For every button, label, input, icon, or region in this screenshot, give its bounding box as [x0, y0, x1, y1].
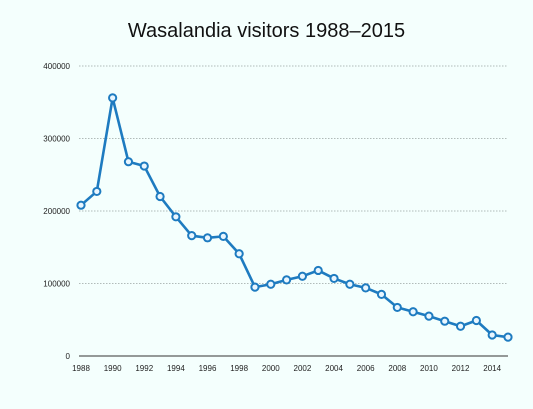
data-point — [281, 275, 292, 285]
data-point — [234, 249, 244, 259]
data-point — [487, 330, 497, 340]
data-point — [297, 271, 308, 281]
x-tick-label: 1998 — [230, 364, 248, 373]
data-point — [218, 231, 228, 241]
x-tick-label: 2000 — [262, 364, 280, 373]
y-tick-label: 400000 — [43, 62, 70, 71]
data-point — [139, 161, 149, 171]
x-tick-label: 2008 — [388, 364, 406, 373]
data-point — [503, 332, 513, 342]
x-tick-label: 1996 — [199, 364, 217, 373]
gridlines — [79, 65, 508, 357]
x-tick-label: 1988 — [72, 364, 90, 373]
x-tick-label: 2010 — [420, 364, 438, 373]
data-point — [250, 282, 260, 292]
x-tick-label: 2002 — [294, 364, 312, 373]
data-point — [202, 233, 213, 243]
x-tick-label: 1990 — [104, 364, 122, 373]
data-point — [345, 279, 355, 289]
data-point — [76, 200, 86, 210]
series-line-layer — [80, 96, 509, 339]
data-point — [424, 311, 434, 321]
data-point — [455, 321, 466, 331]
data-point — [155, 191, 165, 202]
data-point — [440, 316, 450, 326]
data-point — [329, 273, 339, 284]
x-tick-label: 2012 — [452, 364, 470, 373]
data-point — [376, 289, 387, 299]
x-tick-label: 2004 — [325, 364, 343, 373]
y-tick-label: 200000 — [43, 207, 70, 216]
data-point — [108, 93, 118, 103]
y-axis-tick-labels: 0 100000 200000 300000 400000 — [43, 62, 70, 361]
data-point — [313, 265, 323, 276]
data-point — [92, 186, 102, 197]
y-tick-label: 100000 — [43, 280, 70, 289]
data-point — [123, 157, 134, 167]
x-tick-label: 1992 — [135, 364, 153, 373]
x-tick-label: 2006 — [357, 364, 375, 373]
data-point — [361, 283, 371, 293]
x-tick-label: 1994 — [167, 364, 185, 373]
data-points — [76, 93, 513, 342]
series-line — [80, 96, 509, 339]
data-point — [171, 212, 181, 222]
data-point — [266, 279, 276, 289]
x-tick-label: 2014 — [483, 364, 501, 373]
chart-title: Wasalandia visitors 1988–2015 — [127, 20, 406, 42]
data-point — [408, 307, 418, 317]
x-axis-tick-labels: 1988 1990 1992 1994 1996 1998 2000 2002 2004 2006… — [72, 364, 502, 373]
data-point — [471, 315, 481, 326]
y-tick-label: 0 — [66, 352, 71, 361]
data-point — [392, 302, 402, 313]
y-tick-label: 300000 — [43, 135, 70, 144]
data-point — [187, 231, 197, 241]
